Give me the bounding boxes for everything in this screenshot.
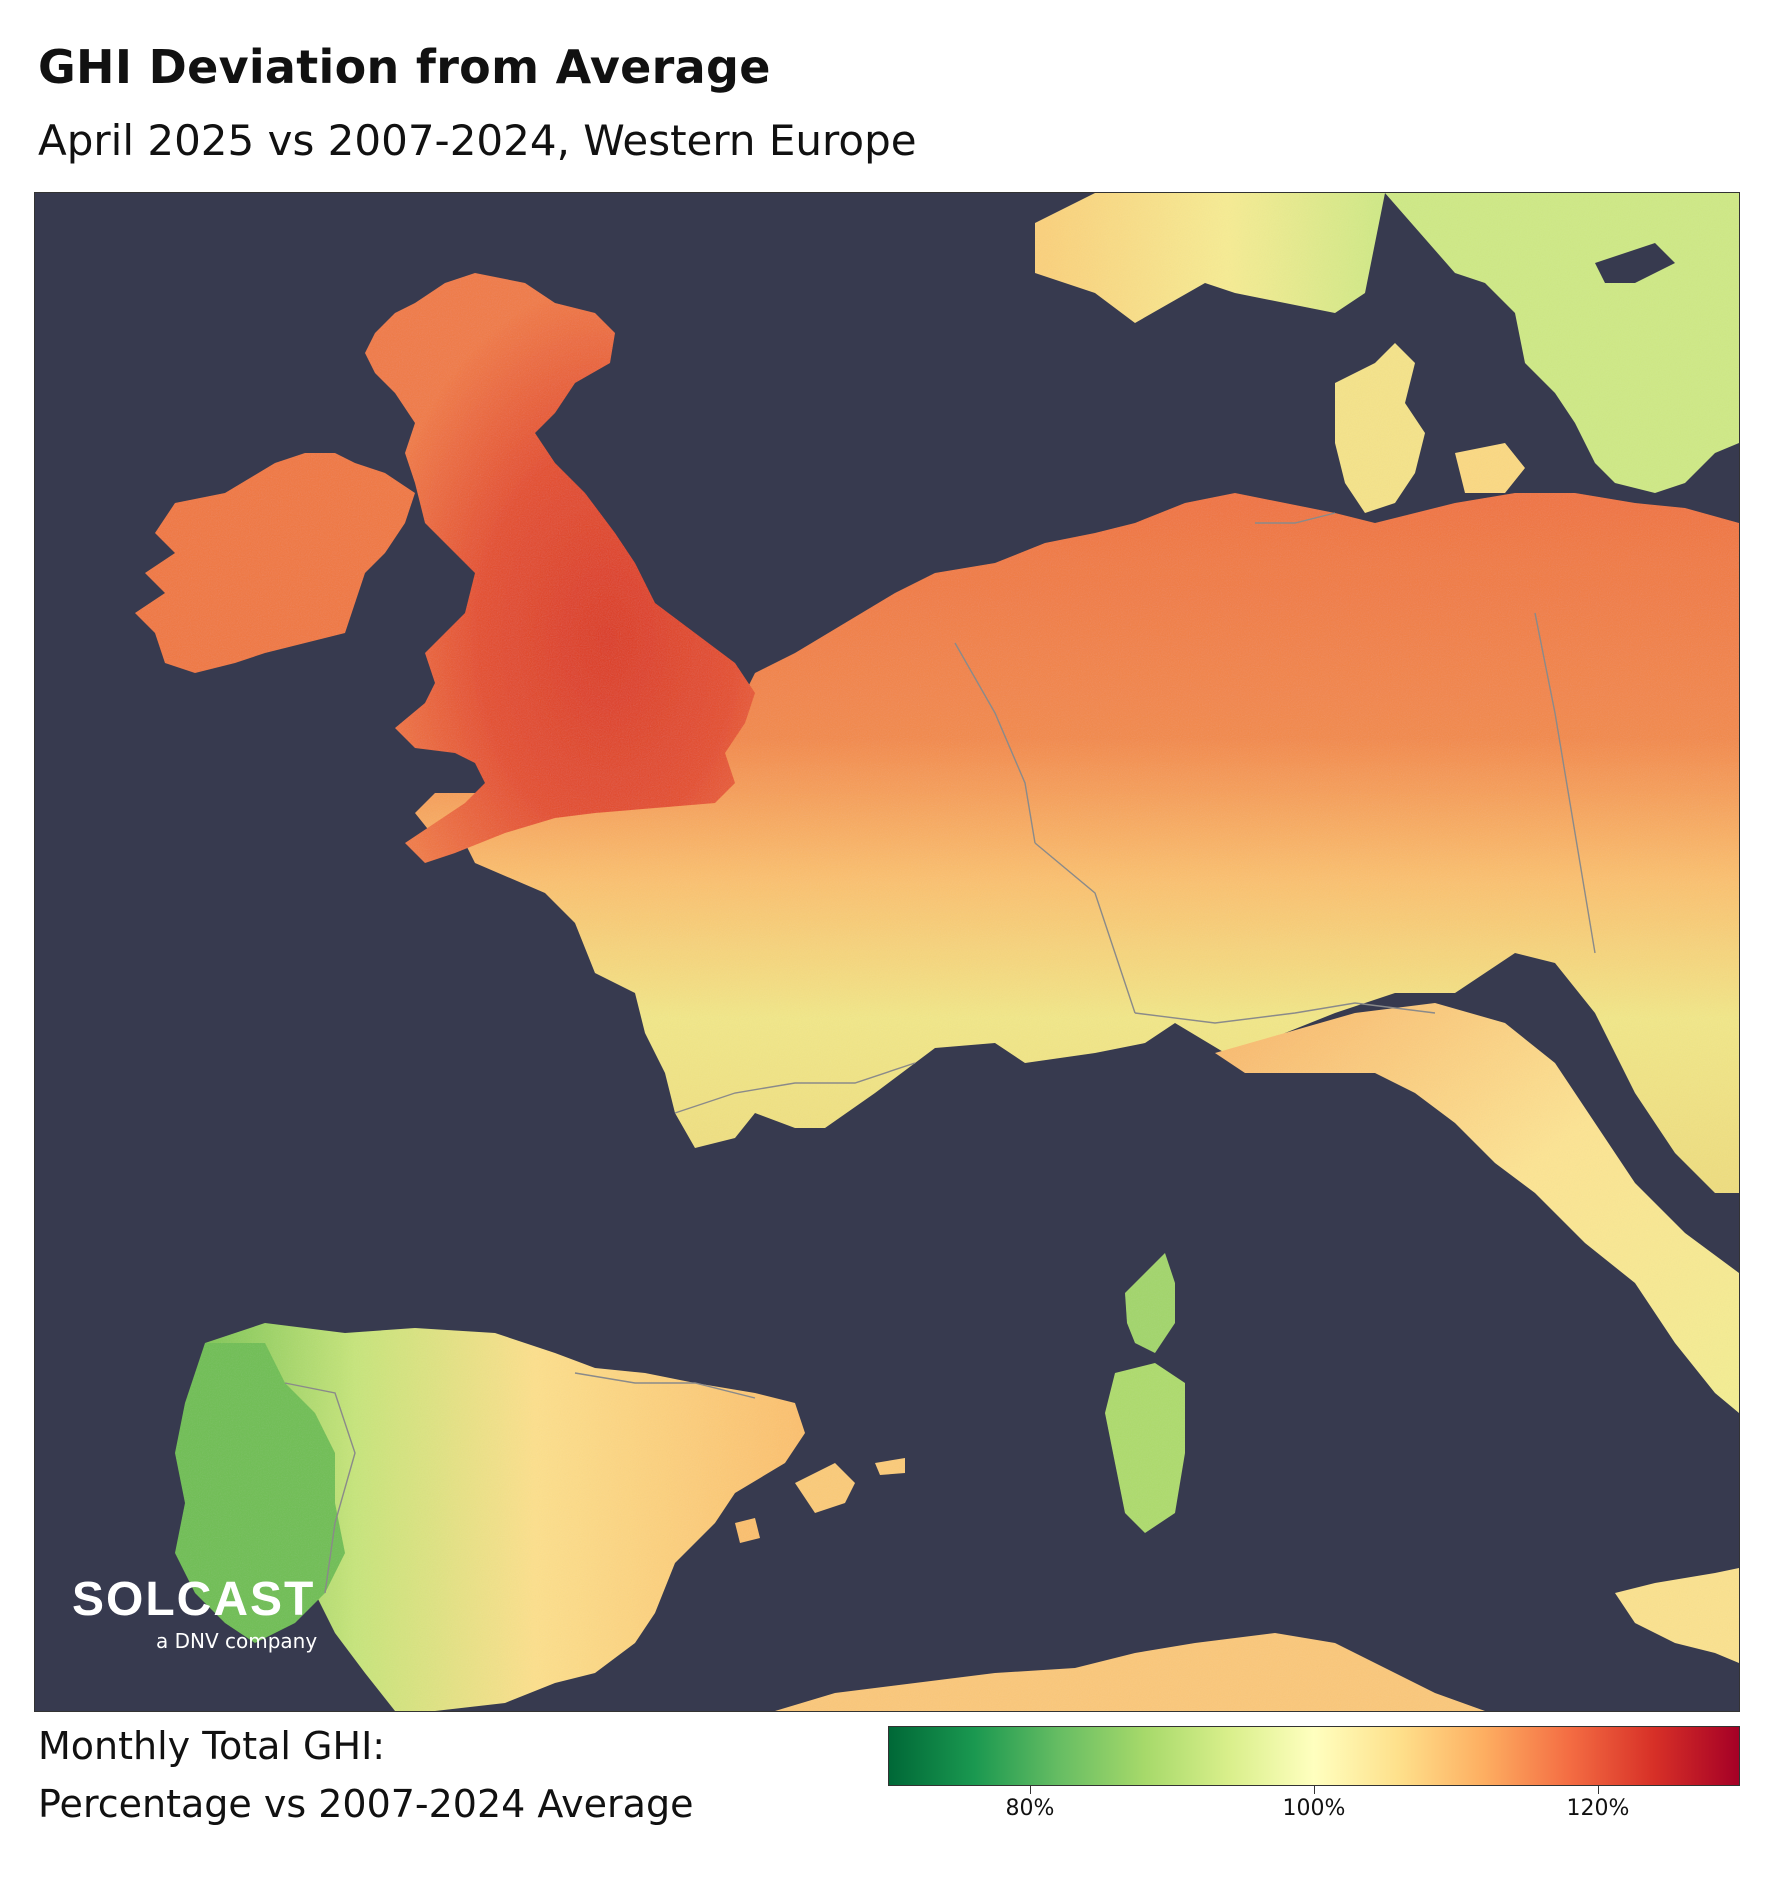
colorbar-tick-label: 120% bbox=[1566, 1796, 1630, 1821]
colorbar-tick-mark bbox=[1314, 1786, 1315, 1794]
colorbar-tick-mark bbox=[1030, 1786, 1031, 1794]
colorbar-tick-label: 100% bbox=[1282, 1796, 1346, 1821]
legend-line-1: Monthly Total GHI: bbox=[38, 1724, 386, 1768]
region-norway[interactable] bbox=[1035, 193, 1385, 323]
region-continental-europe[interactable] bbox=[415, 493, 1739, 1193]
country-borders bbox=[284, 512, 1596, 1594]
colorbar bbox=[888, 1726, 1740, 1786]
map-svg bbox=[35, 193, 1739, 1711]
region-ibiza[interactable] bbox=[735, 1518, 760, 1543]
colorbar-tick-label: 80% bbox=[1005, 1796, 1055, 1821]
lake-vanern bbox=[1595, 243, 1675, 283]
map-canvas[interactable] bbox=[34, 192, 1740, 1712]
region-portugal[interactable] bbox=[175, 1343, 345, 1643]
region-italy[interactable] bbox=[1215, 1003, 1739, 1413]
region-ireland[interactable] bbox=[135, 453, 415, 673]
solcast-logo: SOLCAST a DNV company bbox=[72, 1572, 317, 1653]
legend-line-2: Percentage vs 2007-2024 Average bbox=[38, 1782, 694, 1826]
logo-tagline: a DNV company bbox=[156, 1629, 318, 1653]
map-subtitle: April 2025 vs 2007-2024, Western Europe bbox=[38, 116, 917, 165]
region-spain[interactable] bbox=[205, 1323, 805, 1711]
region-sardinia[interactable] bbox=[1105, 1363, 1185, 1533]
region-mallorca[interactable] bbox=[795, 1463, 855, 1513]
region-great-britain[interactable] bbox=[365, 273, 755, 863]
region-north-africa[interactable] bbox=[775, 1633, 1485, 1711]
region-denmark[interactable] bbox=[1335, 343, 1425, 513]
region-menorca[interactable] bbox=[875, 1458, 905, 1475]
logo-brand: SOLCAST bbox=[72, 1573, 316, 1626]
colorbar-tick-mark bbox=[1598, 1786, 1599, 1794]
region-zealand[interactable] bbox=[1455, 443, 1525, 493]
region-sicily[interactable] bbox=[1615, 1568, 1739, 1663]
region-corsica[interactable] bbox=[1125, 1253, 1175, 1353]
map-title: GHI Deviation from Average bbox=[38, 40, 771, 94]
